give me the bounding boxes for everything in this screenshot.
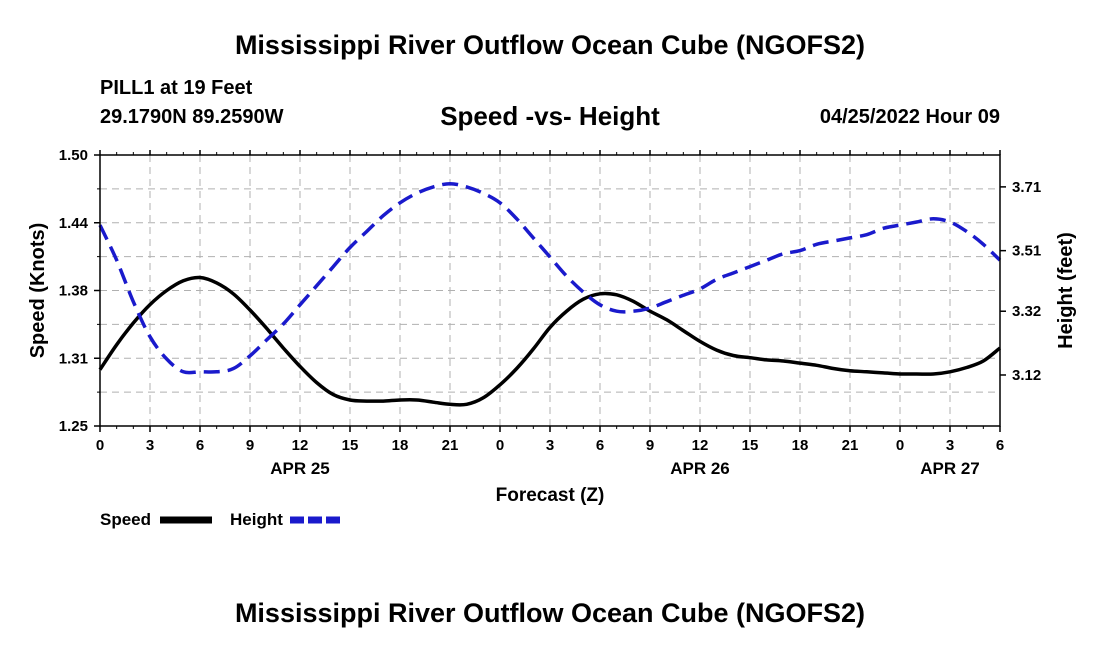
y-axis-title: Speed (Knots)	[27, 223, 49, 359]
x-tick-label: 21	[442, 437, 459, 454]
series-layer	[98, 181, 1002, 407]
x-tick-label: 3	[546, 437, 554, 454]
x-tick-label: 18	[392, 437, 409, 454]
station-label: PILL1 at 19 Feet	[100, 77, 253, 99]
y-tick-label: 1.44	[59, 215, 89, 232]
x-tick-label: 18	[792, 437, 809, 454]
grid	[100, 155, 1000, 426]
legend-label-height: Height	[230, 510, 283, 529]
x-tick-label: 3	[946, 437, 954, 454]
y2-tick-label: 3.71	[1012, 179, 1041, 196]
x-tick-label: 6	[596, 437, 604, 454]
legend-label-speed: Speed	[100, 510, 151, 529]
x-date-label: APR 27	[920, 459, 980, 478]
x-date-label: APR 26	[670, 459, 730, 478]
axis-labels: 0 3 6 9 12 15 18 21 0 3 6 9 12 15 18 21 0 3 6 1.25 1.31 1.38 1…	[27, 147, 1077, 506]
x-tick-label: 12	[692, 437, 709, 454]
footer-title: Mississippi River Outflow Ocean Cube (NG…	[234, 598, 866, 628]
y2-tick-label: 3.51	[1012, 243, 1041, 260]
forecast-datetime: 04/25/2022 Hour 09	[819, 106, 1000, 128]
x-tick-label: 0	[496, 437, 504, 454]
axis-ticks	[94, 150, 1006, 432]
x-date-label: APR 25	[270, 459, 330, 478]
y-tick-label: 1.31	[59, 350, 88, 367]
x-tick-label: 12	[292, 437, 309, 454]
y-tick-label: 1.50	[59, 147, 88, 164]
x-tick-label: 9	[646, 437, 654, 454]
series-line-height	[98, 181, 1002, 375]
x-tick-label: 15	[342, 437, 359, 454]
x-axis-title: Forecast (Z)	[496, 485, 605, 506]
x-tick-label: 3	[146, 437, 154, 454]
x-tick-label: 0	[896, 437, 904, 454]
y2-tick-label: 3.32	[1012, 303, 1041, 320]
legend: Speed Height	[100, 510, 342, 529]
x-tick-label: 9	[246, 437, 254, 454]
station-coordinates: 29.1790N 89.2590W	[100, 106, 284, 128]
x-tick-label: 0	[96, 437, 104, 454]
y2-axis-title: Height (feet)	[1055, 232, 1077, 349]
y-tick-label: 1.25	[59, 418, 88, 435]
x-tick-label: 6	[196, 437, 204, 454]
x-tick-label: 21	[842, 437, 859, 454]
x-tick-label: 15	[742, 437, 759, 454]
chart-subtitle: Speed -vs- Height	[440, 101, 660, 131]
y-tick-label: 1.38	[59, 283, 88, 300]
x-tick-label: 6	[996, 437, 1004, 454]
y2-tick-label: 3.12	[1012, 367, 1041, 384]
chart-title: Mississippi River Outflow Ocean Cube (NG…	[234, 30, 866, 60]
series-line-speed	[98, 275, 1002, 407]
